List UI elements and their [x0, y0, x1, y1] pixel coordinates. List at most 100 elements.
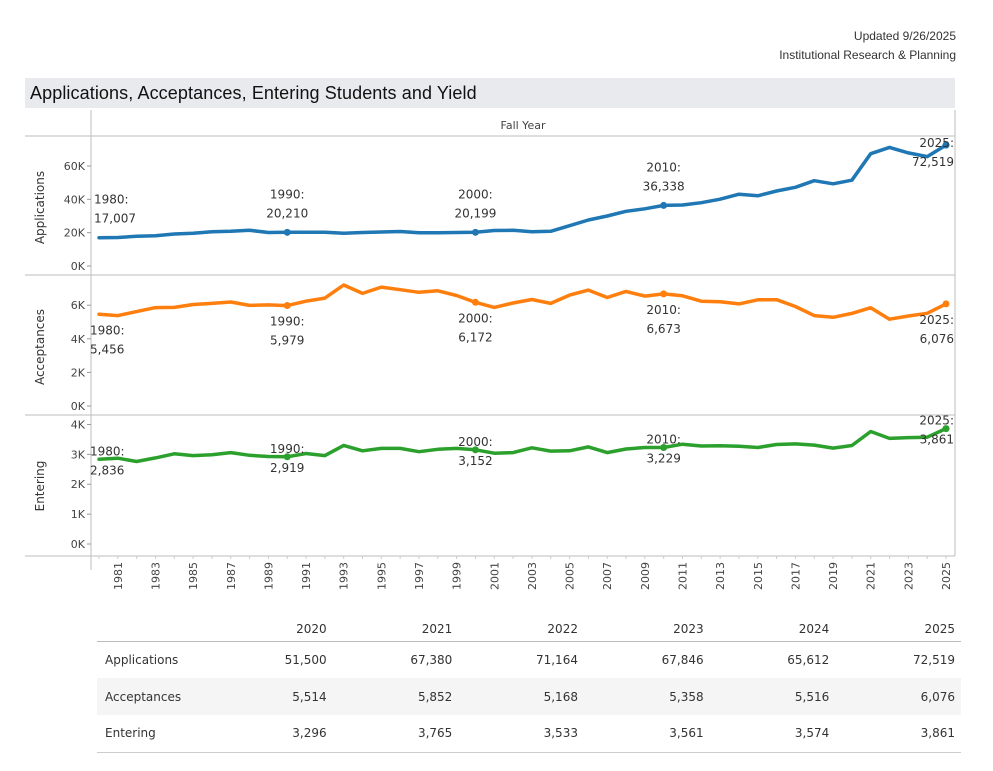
table-cell: 3,296 — [207, 715, 333, 753]
annotation-value: 6,172 — [458, 330, 492, 344]
y-axis-title-applications: Applications — [33, 171, 47, 244]
table-cell: 65,612 — [787, 652, 830, 667]
y-tick-label: 6K — [71, 299, 86, 312]
series-line-entering[interactable] — [97, 426, 948, 464]
table-cell: 5,852 — [332, 678, 459, 715]
update-info: Updated 9/26/2025 Institutional Research… — [779, 27, 956, 65]
chart-frame: Fall Year — [25, 110, 956, 570]
table-row: Entering 3,296 3,765 3,533 3,561 3,574 3… — [97, 715, 961, 753]
table-cell: 71,164 — [535, 652, 578, 667]
x-tick-label: 1983 — [149, 562, 162, 590]
x-tick-label: 1987 — [225, 562, 238, 590]
annotation-value: 3,861 — [920, 433, 954, 447]
y-tick-label: 0K — [71, 260, 86, 273]
table-cell: 5,168 — [458, 678, 584, 715]
row-label: Entering — [97, 715, 207, 753]
x-axis: 1981 1983 1985 1987 1989 1991 1993 1995 1997 1999… — [98, 556, 953, 590]
table-row: Applications 51,500 67,380 71,164 67,846… — [97, 641, 961, 678]
annotation-value: 72,519 — [912, 155, 954, 169]
annotation-year: 2010: — [646, 433, 681, 447]
x-tick-label: 2011 — [676, 562, 689, 590]
y-tick-label: 3K — [71, 448, 86, 461]
table-cell: 3,861 — [835, 715, 961, 753]
annotation-value: 2,836 — [90, 463, 124, 477]
x-tick-label: 2025 — [940, 562, 953, 590]
annotation-value: 3,229 — [646, 452, 680, 466]
x-tick-label: 2019 — [827, 562, 840, 590]
data-point-marker[interactable] — [283, 228, 291, 236]
y-axis-title-acceptances: Acceptances — [33, 309, 47, 385]
x-tick-label: 2021 — [865, 562, 878, 590]
row-label: Acceptances — [97, 678, 207, 715]
data-point-marker[interactable] — [471, 446, 479, 454]
data-point-marker[interactable] — [471, 228, 479, 236]
annotation-year: 2000: — [458, 435, 493, 449]
data-point-marker[interactable] — [942, 300, 950, 308]
x-tick-label: 2017 — [789, 562, 802, 590]
table-corner — [97, 617, 207, 642]
data-point-marker[interactable] — [942, 425, 950, 433]
series-line-applications[interactable] — [97, 143, 948, 240]
data-point-marker[interactable] — [660, 201, 668, 209]
x-tick-label: 1985 — [187, 562, 200, 590]
panel-acceptances: Acceptances 0K 2K 4K 6K 1980: 5,456 1990: 5,979 2… — [33, 283, 954, 413]
column-header: 2023 — [583, 617, 710, 642]
table-cell: 5,516 — [709, 678, 836, 715]
data-point-marker[interactable] — [942, 141, 950, 149]
x-tick-label: 1989 — [262, 562, 275, 590]
panel-entering: Entering 0K 1K 2K 3K 4K 1980: 2,836 1990: 2,919 20… — [33, 414, 954, 551]
x-tick-label: 2023 — [902, 562, 915, 590]
annotation-year: 2000: — [458, 311, 493, 325]
series-line-acceptances[interactable] — [97, 283, 948, 321]
table-cell: 5,514 — [207, 678, 333, 715]
x-tick-label: 2009 — [639, 562, 652, 590]
table-row: Acceptances 5,514 5,852 5,168 5,358 5,51… — [97, 678, 961, 715]
data-point-marker[interactable] — [283, 302, 291, 310]
table-cell: 3,533 — [458, 715, 584, 753]
annotation-value: 6,673 — [646, 322, 680, 336]
panel-applications: Applications 0K 20K 40K 60K 1980: 17,007 1990: 2… — [33, 136, 954, 273]
column-header: 2021 — [332, 617, 459, 642]
annotation-value: 6,076 — [920, 332, 954, 346]
annotation-year: 2010: — [646, 160, 681, 174]
x-tick-label: 2005 — [564, 562, 577, 590]
table-cell: 72,519 — [913, 652, 955, 667]
annotation-value: 3,152 — [458, 454, 492, 468]
y-tick-label: 40K — [64, 193, 86, 206]
x-tick-label: 2015 — [752, 562, 765, 590]
x-tick-label: 2007 — [601, 562, 614, 590]
x-tick-label: 1995 — [375, 562, 388, 590]
column-header: 2024 — [709, 617, 836, 642]
y-tick-label: 60K — [64, 160, 86, 173]
annotation-value: 5,979 — [270, 334, 304, 348]
x-tick-label: 2001 — [488, 562, 501, 590]
annotation-year: 1990: — [270, 187, 305, 201]
data-point-marker[interactable] — [660, 290, 668, 298]
column-header: 2025 — [835, 617, 961, 642]
x-tick-label: 1991 — [300, 562, 313, 590]
table-header-row: 2020 2021 2022 2023 2024 2025 — [97, 617, 961, 642]
annotation-value: 20,210 — [266, 206, 308, 220]
y-tick-label: 2K — [71, 478, 86, 491]
y-tick-label: 1K — [71, 508, 86, 521]
row-label: Applications — [105, 652, 179, 667]
x-tick-label: 1981 — [112, 562, 125, 590]
data-point-marker[interactable] — [283, 453, 291, 461]
annotation-year: 2025: — [919, 414, 954, 428]
y-tick-label: 20K — [64, 227, 86, 240]
data-point-marker[interactable] — [471, 298, 479, 306]
table-cell: 6,076 — [835, 678, 961, 715]
chart-title: Applications, Acceptances, Entering Stud… — [30, 83, 477, 103]
annotation-value: 17,007 — [94, 212, 136, 226]
y-tick-label: 0K — [71, 538, 86, 551]
annotation-value: 20,199 — [454, 206, 496, 220]
annotation-year: 2025: — [919, 313, 954, 327]
column-header: 2020 — [207, 617, 333, 642]
title-bar: Applications, Acceptances, Entering Stud… — [25, 78, 955, 108]
annotation-value: 36,338 — [643, 179, 685, 193]
data-point-marker[interactable] — [660, 444, 668, 452]
annotation-year: 1980: — [94, 193, 129, 207]
x-tick-label: 1999 — [451, 562, 464, 590]
annotation-year: 1980: — [90, 444, 125, 458]
annotation-year: 1990: — [270, 442, 305, 456]
